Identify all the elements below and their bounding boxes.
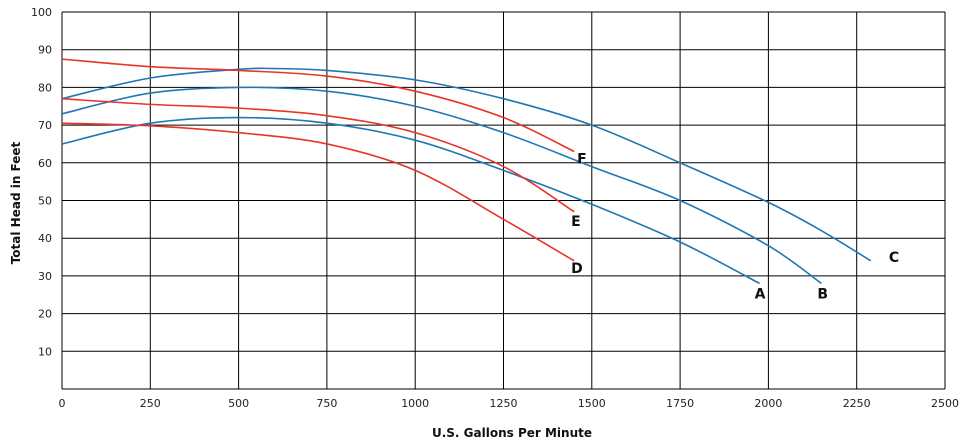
x-axis-label: U.S. Gallons Per Minute — [432, 426, 592, 440]
series-label-f: F — [577, 151, 587, 167]
series-line-e — [61, 97, 575, 213]
series-line-c — [61, 67, 872, 262]
x-tick-label: 0 — [59, 397, 66, 410]
series-line-a — [61, 116, 760, 285]
y-tick-label: 100 — [31, 6, 52, 19]
x-tick-label: 500 — [228, 397, 249, 410]
x-tick-label: 1000 — [401, 397, 429, 410]
series-line-d — [61, 122, 575, 262]
y-tick-label: 60 — [38, 157, 52, 170]
x-tick-label: 2000 — [754, 397, 782, 410]
y-tick-label: 20 — [38, 308, 52, 321]
x-tick-label: 750 — [316, 397, 337, 410]
series-label-c: C — [889, 250, 899, 266]
y-tick-label: 70 — [38, 119, 52, 132]
series-label-b: B — [817, 286, 828, 302]
y-tick-label: 10 — [38, 345, 52, 358]
x-tick-label: 1250 — [490, 397, 518, 410]
x-tick-label: 2500 — [931, 397, 959, 410]
y-tick-label: 50 — [38, 195, 52, 208]
x-tick-label: 2250 — [843, 397, 871, 410]
y-tick-label: 30 — [38, 270, 52, 283]
y-tick-label: 80 — [38, 81, 52, 94]
y-tick-label: 90 — [38, 44, 52, 57]
ticks: 0 250 500 750 1000 1250 1500 1750 2000 2250 2500 10… — [31, 6, 959, 410]
series-line-f — [61, 58, 575, 153]
x-tick-label: 1500 — [578, 397, 606, 410]
grid — [61, 11, 946, 390]
series-label-e: E — [571, 214, 581, 230]
series-line-b — [61, 86, 822, 285]
y-tick-label: 40 — [38, 232, 52, 245]
series-label-a: A — [755, 286, 766, 302]
x-tick-label: 250 — [140, 397, 161, 410]
series-label-d: D — [571, 261, 583, 277]
curves — [61, 58, 872, 285]
y-axis-label: Total Head in Feet — [9, 141, 23, 264]
x-tick-label: 1750 — [666, 397, 694, 410]
curve-labels: A B C D E F — [571, 151, 899, 302]
